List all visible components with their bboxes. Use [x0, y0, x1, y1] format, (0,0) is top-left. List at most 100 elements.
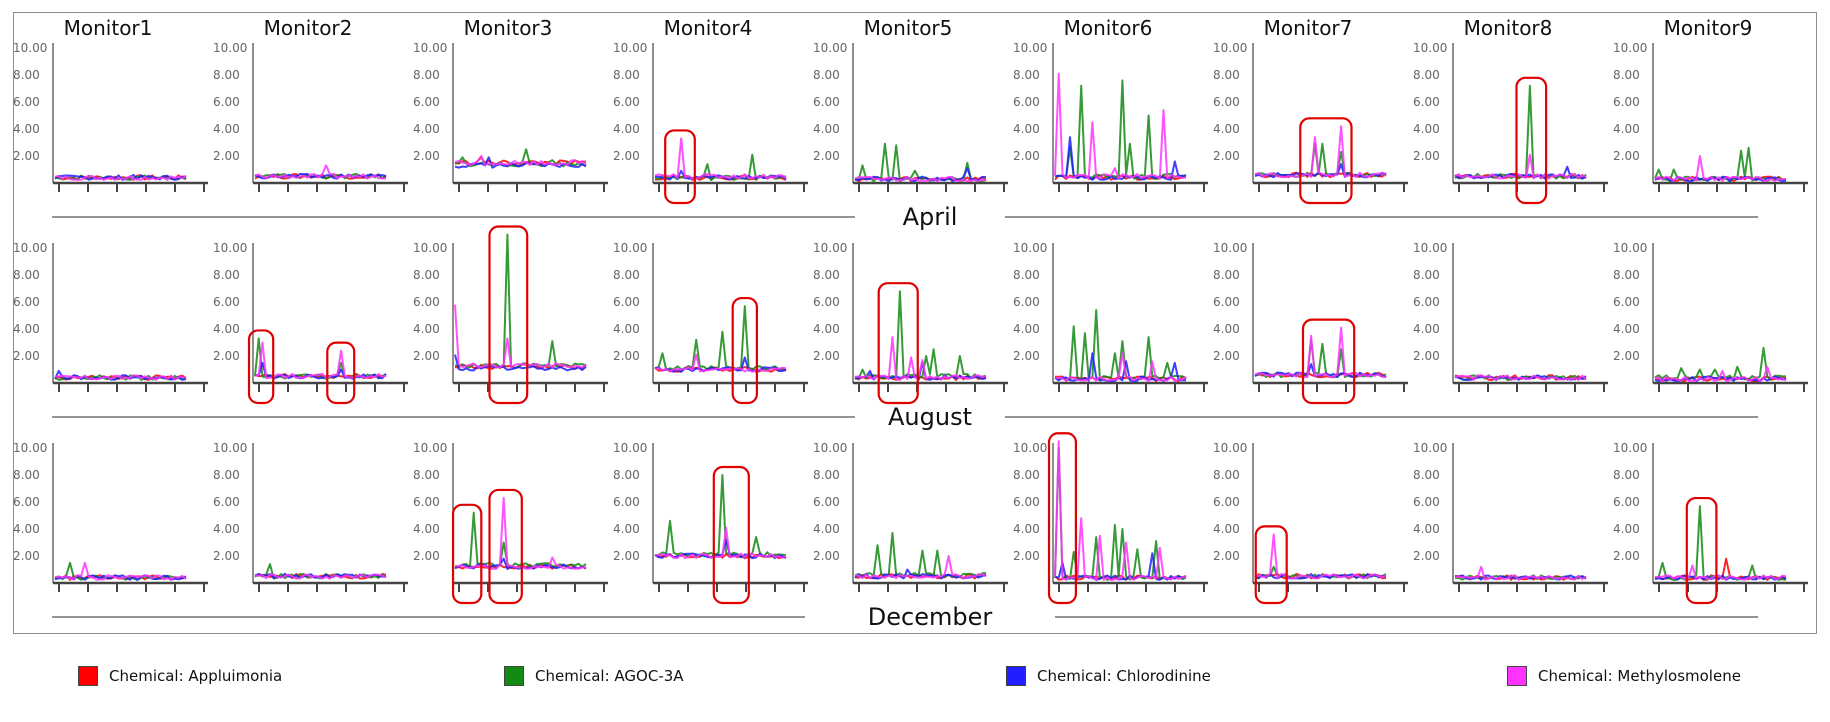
ytick-label-r2-m1: 6.00 [13, 295, 40, 309]
month-label-august: August [888, 403, 972, 431]
ytick-label-r3-m7: 8.00 [1213, 468, 1240, 482]
ytick-label-r1-m2: 4.00 [213, 122, 240, 136]
ytick-label-r2-m8: 8.00 [1413, 268, 1440, 282]
monitor-title-6: Monitor6 [1064, 16, 1153, 40]
ytick-label-r1-m3: 8.00 [413, 68, 440, 82]
ytick-label-r3-m2: 6.00 [213, 495, 240, 509]
ytick-label-r1-m7: 2.00 [1213, 149, 1240, 163]
series-line-agoc-3a-r2-m2 [254, 337, 387, 380]
ytick-label-r2-m2: 8.00 [213, 268, 240, 282]
highlight-box-r1-m4-1 [664, 129, 696, 205]
ytick-label-r1-m1: 6.00 [13, 95, 40, 109]
ytick-label-r2-m7: 4.00 [1213, 322, 1240, 336]
ytick-label-r3-m6: 4.00 [1013, 522, 1040, 536]
ytick-label-r1-m5: 2.00 [813, 149, 840, 163]
ytick-label-r2-m4: 8.00 [613, 268, 640, 282]
series-line-methylosmolene-r1-m4 [654, 137, 787, 180]
ytick-label-r2-m1: 2.00 [13, 349, 40, 363]
series-line-methylosmolene-r3-m7 [1254, 533, 1387, 580]
ytick-label-r1-m7: 8.00 [1213, 68, 1240, 82]
ytick-label-r1-m5: 6.00 [813, 95, 840, 109]
ytick-label-r3-m3: 10.00 [413, 441, 447, 455]
ytick-label-r2-m3: 6.00 [413, 295, 440, 309]
series-line-methylosmolene-r2-m1 [54, 374, 187, 381]
legend-label-chlorodinine: Chemical: Chlorodinine [1037, 667, 1211, 685]
ytick-label-r2-m8: 2.00 [1413, 349, 1440, 363]
ytick-label-r2-m6: 10.00 [1013, 241, 1047, 255]
ytick-label-r1-m4: 10.00 [613, 41, 647, 55]
ytick-label-r1-m4: 2.00 [613, 149, 640, 163]
ytick-label-r2-m9: 2.00 [1613, 349, 1640, 363]
ytick-label-r3-m4: 6.00 [613, 495, 640, 509]
ytick-label-r3-m2: 10.00 [213, 441, 247, 455]
series-line-methylosmolene-r1-m6 [1054, 72, 1187, 180]
ytick-label-r2-m8: 10.00 [1413, 241, 1447, 255]
ytick-label-r3-m2: 2.00 [213, 549, 240, 563]
highlight-box-r3-m7-1 [1254, 525, 1288, 605]
series-line-agoc-3a-r2-m7 [1254, 338, 1387, 379]
series-line-methylosmolene-r2-m2 [254, 341, 387, 380]
series-line-agoc-3a-r3-m3 [454, 511, 587, 569]
legend-item-chlorodinine: Chemical: Chlorodinine [1006, 664, 1211, 688]
monitor-title-8: Monitor8 [1464, 16, 1553, 40]
highlight-box-r3-m3-1 [451, 503, 483, 605]
ytick-label-r2-m2: 2.00 [213, 349, 240, 363]
ytick-label-r1-m5: 10.00 [813, 41, 847, 55]
ytick-label-r3-m3: 6.00 [413, 495, 440, 509]
series-line-chlorodinine-r1-m6 [1054, 136, 1187, 181]
ytick-label-r2-m1: 4.00 [13, 322, 40, 336]
ytick-label-r2-m5: 10.00 [813, 241, 847, 255]
ytick-label-r3-m8: 8.00 [1413, 468, 1440, 482]
ytick-label-r2-m8: 4.00 [1413, 322, 1440, 336]
ytick-label-r3-m1: 10.00 [13, 441, 47, 455]
ytick-label-r3-m3: 8.00 [413, 468, 440, 482]
ytick-label-r1-m9: 10.00 [1613, 41, 1647, 55]
monitor-title-1: Monitor1 [64, 16, 153, 40]
ytick-label-r1-m4: 4.00 [613, 122, 640, 136]
ytick-label-r3-m2: 8.00 [213, 468, 240, 482]
series-line-agoc-3a-r2-m3 [454, 233, 587, 369]
ytick-label-r2-m4: 6.00 [613, 295, 640, 309]
ytick-label-r3-m7: 10.00 [1213, 441, 1247, 455]
ytick-label-r1-m1: 10.00 [13, 41, 47, 55]
series-line-methylosmolene-r3-m5 [854, 555, 987, 580]
month-label-april: April [903, 203, 958, 231]
series-line-agoc-3a-r3-m5 [854, 532, 987, 578]
series-line-methylosmolene-r3-m2 [255, 573, 387, 580]
ytick-label-r1-m1: 4.00 [13, 122, 40, 136]
ytick-label-r3-m8: 2.00 [1413, 549, 1440, 563]
ytick-label-r2-m3: 2.00 [413, 349, 440, 363]
series-line-agoc-3a-r1-m5 [854, 142, 987, 183]
highlight-box-r2-m5-1 [877, 282, 919, 405]
ytick-label-r1-m9: 6.00 [1613, 95, 1640, 109]
ytick-label-r1-m1: 8.00 [13, 68, 40, 82]
ytick-label-r3-m7: 6.00 [1213, 495, 1240, 509]
series-line-methylosmolene-r1-m5 [854, 175, 987, 183]
highlight-box-r3-m4-1 [712, 465, 750, 605]
series-line-methylosmolene-r2-m5 [854, 336, 987, 381]
series-line-methylosmolene-r2-m8 [1454, 374, 1587, 381]
ytick-label-r2-m2: 4.00 [213, 322, 240, 336]
ytick-label-r2-m5: 2.00 [813, 349, 840, 363]
ytick-label-r3-m3: 4.00 [413, 522, 440, 536]
series-line-agoc-3a-r1-m8 [1454, 84, 1587, 180]
ytick-label-r3-m5: 10.00 [813, 441, 847, 455]
ytick-label-r3-m2: 4.00 [213, 522, 240, 536]
ytick-label-r1-m9: 2.00 [1613, 149, 1640, 163]
monitor-title-5: Monitor5 [864, 16, 953, 40]
ytick-label-r3-m4: 2.00 [613, 549, 640, 563]
legend-swatch-agoc-3a [504, 666, 524, 686]
ytick-label-r3-m5: 2.00 [813, 549, 840, 563]
highlight-box-r2-m3-1 [488, 225, 529, 405]
ytick-label-r2-m3: 4.00 [413, 322, 440, 336]
ytick-label-r3-m4: 10.00 [613, 441, 647, 455]
series-line-methylosmolene-r3-m9 [1654, 564, 1787, 581]
chart-svg: Monitor1 Monitor2 Monitor3 Monitor4 Monitor5… [13, 16, 1808, 631]
ytick-label-r2-m5: 8.00 [813, 268, 840, 282]
series-line-methylosmolene-r1-m7 [1254, 125, 1387, 179]
ytick-label-r2-m2: 6.00 [213, 295, 240, 309]
ytick-label-r2-m7: 6.00 [1213, 295, 1240, 309]
ytick-label-r2-m3: 8.00 [413, 268, 440, 282]
ytick-label-r3-m4: 4.00 [613, 522, 640, 536]
ytick-label-r1-m6: 2.00 [1013, 149, 1040, 163]
